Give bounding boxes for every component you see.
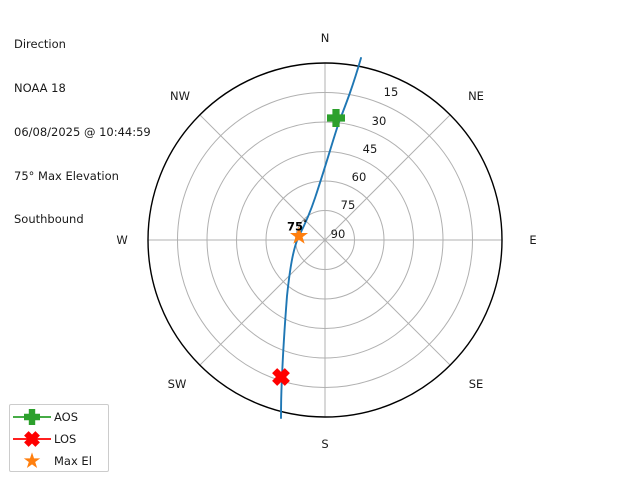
compass-label-w: W <box>116 233 128 247</box>
los-legend-icon <box>10 428 54 450</box>
grid-spoke-se <box>324 239 451 366</box>
radial-tick-90: 90 <box>330 227 346 241</box>
radial-tick-30: 30 <box>371 114 387 128</box>
grid-spoke-nw <box>199 114 326 241</box>
max-el-legend-icon <box>10 450 54 472</box>
title-line-satellite: NOAA 18 <box>14 80 66 95</box>
pass-info-title: Direction NOAA 18 06/08/2025 @ 10:44:59 … <box>14 8 151 256</box>
aos-legend-icon <box>10 406 54 428</box>
legend-label-los: LOS <box>54 432 77 446</box>
chart-legend: AOS LOS Max El <box>9 404 109 472</box>
radial-tick-60: 60 <box>351 170 367 184</box>
title-line-max-elevation: 75° Max Elevation <box>14 168 119 183</box>
max-elevation-annotation: 75° <box>286 218 308 234</box>
grid-spoke-sw <box>199 239 326 366</box>
max-elevation-marker <box>289 226 309 244</box>
radial-tick-15: 15 <box>383 85 399 99</box>
horizon-circle <box>147 62 503 418</box>
compass-label-sw: SW <box>167 377 187 391</box>
compass-label-s: S <box>321 437 329 451</box>
legend-item-los: LOS <box>10 428 108 450</box>
compass-label-n: N <box>320 31 330 45</box>
title-line-bound: Southbound <box>14 212 84 227</box>
aos-marker <box>327 109 345 127</box>
radial-tick-75: 75 <box>340 198 356 212</box>
radial-tick-45: 45 <box>362 142 378 156</box>
pass-track-line <box>280 57 362 419</box>
legend-item-max-el: Max El <box>10 450 108 472</box>
compass-label-se: SE <box>468 377 484 391</box>
los-marker <box>272 368 290 386</box>
grid-spoke-ne <box>324 114 451 241</box>
compass-label-ne: NE <box>468 89 484 103</box>
legend-item-aos: AOS <box>10 406 108 428</box>
compass-label-e: E <box>529 233 537 247</box>
title-line-timestamp: 06/08/2025 @ 10:44:59 <box>14 124 151 139</box>
legend-label-max-el: Max El <box>54 454 92 468</box>
compass-label-nw: NW <box>170 89 190 103</box>
polar-grid <box>148 63 502 417</box>
title-line-direction: Direction <box>14 37 66 52</box>
legend-label-aos: AOS <box>54 410 79 424</box>
